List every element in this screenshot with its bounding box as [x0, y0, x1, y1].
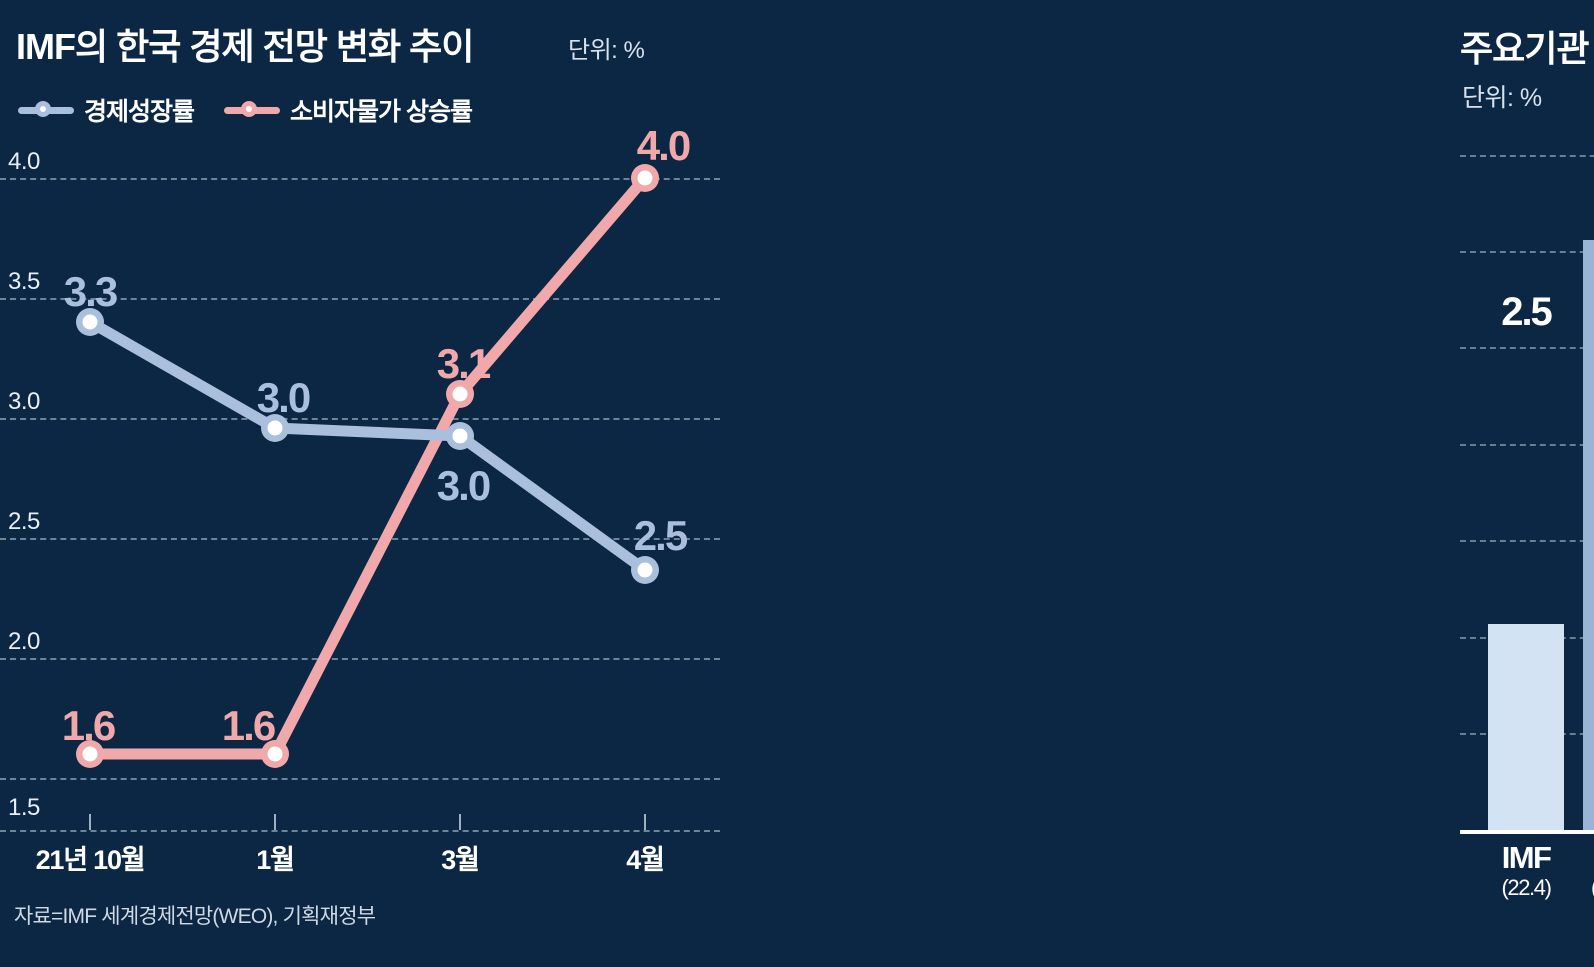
left-chart-title: IMF의 한국 경제 전망 변화 추이	[16, 26, 474, 67]
right-chart-panel: 주요기관 한국 경제 성장 전망 단위: % 3.5 3.0 2.5 2.0 1…	[720, 0, 1594, 967]
growth-point-label-3: 2.5	[633, 512, 688, 559]
right-chart-unit: 단위: %	[1462, 84, 1542, 112]
y-tick-2-5: 2.5	[8, 508, 40, 535]
bar-category-govt: 정부 (21.12)	[1591, 842, 1594, 900]
cpi-point-label-2: 3.1	[436, 340, 491, 387]
legend-item-cpi: 소비자물가 상승률	[224, 92, 473, 128]
bar-govt	[1583, 240, 1594, 832]
line-series-svg	[76, 164, 659, 768]
legend-marker-growth-icon	[18, 99, 74, 121]
source-note: 자료=IMF 세계경제전망(WEO), 기획재정부	[14, 905, 376, 928]
y-tick-4-0: 4.0	[8, 148, 40, 175]
cpi-point-label-0: 1.6	[61, 702, 116, 749]
bar-value-imf: 2.5	[1501, 290, 1553, 334]
bar-chart-plot-area: 3.5 3.0 2.5 2.0 1.5 1.0 0.5 0.0 2.5 3.1 …	[1440, 140, 1594, 834]
x-label-1: 1월	[256, 845, 295, 875]
legend-marker-cpi-icon	[224, 99, 281, 121]
gridline-3-0	[0, 418, 720, 420]
growth-point-label-1: 3.0	[256, 374, 311, 421]
y-tick-1-5: 1.5	[8, 794, 40, 821]
right-chart-title: 주요기관 한국 경제 성장 전망	[1460, 28, 1594, 69]
bar-imf	[1488, 624, 1564, 832]
x-tick-mark-3	[644, 814, 646, 830]
legend-item-growth: 경제성장률	[18, 92, 195, 128]
line-chart-plot-area: 4.0 3.5 3.0 2.5 2.0 1.5	[0, 122, 720, 832]
x-axis-line	[0, 830, 720, 832]
x-label-3: 4월	[626, 845, 665, 875]
bar-category-sub-imf: (22.4)	[1501, 874, 1551, 900]
bar-gridline-2-0	[1460, 444, 1594, 446]
gridline-4-0	[0, 178, 720, 180]
left-chart-panel: IMF의 한국 경제 전망 변화 추이 단위: % 경제성장률 소비자물가 상승…	[0, 0, 720, 967]
bar-category-name-imf: IMF	[1501, 840, 1552, 875]
y-tick-2-0: 2.0	[8, 628, 40, 655]
gridline-2-0	[0, 658, 720, 660]
bar-x-axis-line	[1460, 830, 1594, 834]
gridline-2-5	[0, 538, 720, 540]
x-tick-mark-0	[89, 814, 91, 830]
bar-gridline-3-0	[1460, 251, 1594, 253]
bar-category-imf: IMF (22.4)	[1501, 840, 1552, 900]
gridline-3-5	[0, 298, 720, 300]
left-chart-unit: 단위: %	[568, 37, 645, 64]
growth-point-label-2: 3.0	[436, 462, 491, 509]
bar-category-sub-govt: (21.12)	[1591, 875, 1594, 900]
x-label-0: 21년 10월	[35, 845, 146, 875]
y-tick-3-0: 3.0	[8, 388, 40, 415]
cpi-point-label-3: 4.0	[636, 122, 691, 169]
gridline-1-5	[0, 778, 720, 780]
x-tick-mark-2	[459, 814, 461, 830]
legend: 경제성장률 소비자물가 상승률	[18, 92, 473, 128]
y-tick-3-5: 3.5	[8, 268, 40, 295]
x-tick-mark-1	[274, 814, 276, 830]
growth-point-label-0: 3.3	[63, 268, 118, 315]
x-label-2: 3월	[441, 845, 480, 875]
bar-gridline-3-5	[1460, 155, 1594, 157]
legend-label-growth: 경제성장률	[84, 98, 195, 126]
cpi-point-label-1: 1.6	[221, 702, 276, 749]
bar-gridline-2-5	[1460, 347, 1594, 349]
bar-gridline-1-5	[1460, 540, 1594, 542]
legend-label-cpi: 소비자물가 상승률	[290, 98, 473, 126]
